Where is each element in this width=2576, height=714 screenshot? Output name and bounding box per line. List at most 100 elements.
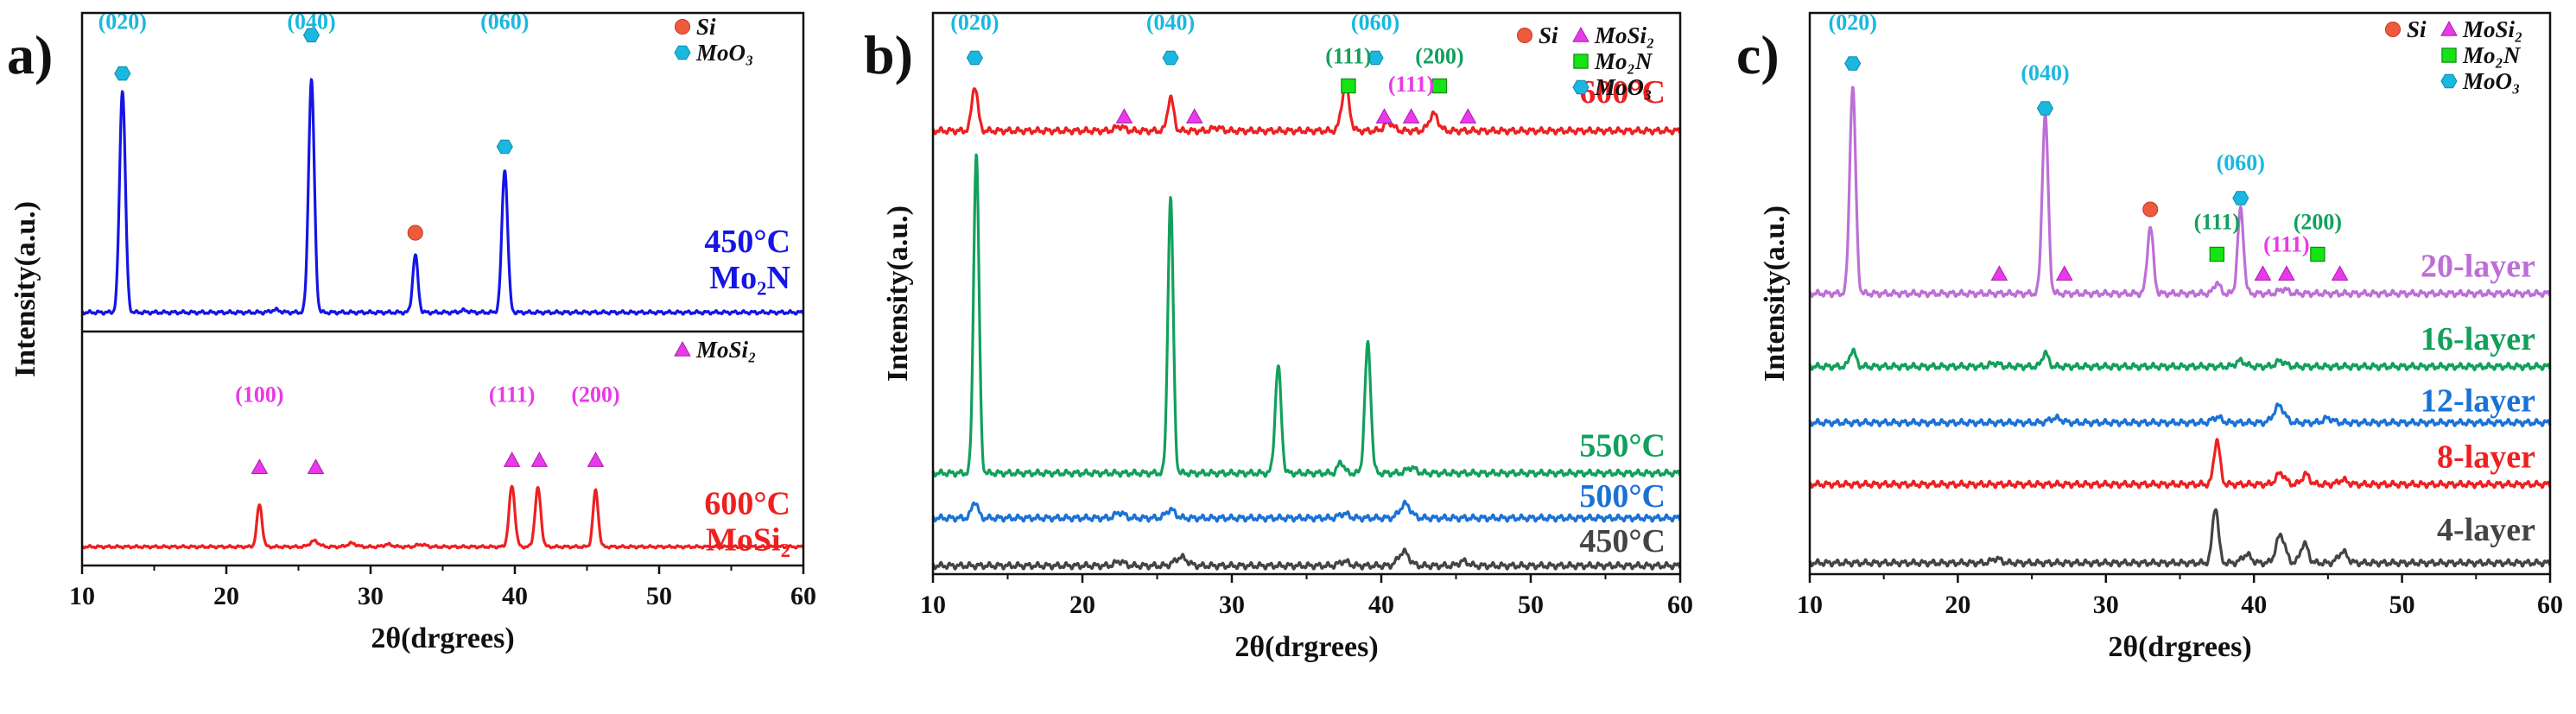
series-label: 550°C [1579,428,1666,464]
legend-tri-icon [674,341,691,357]
legend-hex-icon [2440,73,2458,89]
peak-label: (111) [489,382,535,407]
peak-label: (111) [1388,72,1434,97]
tri-marker [2278,265,2295,281]
panel-c: c) 20-layer 16-layer 12-layer 8-layer 4-layer… [1736,10,2563,664]
tri-marker [251,458,269,474]
x-tick-label: 10 [69,582,95,610]
tri-marker [1990,265,2008,281]
peak-label: (111) [2263,231,2309,256]
y-axis-title: Intensity(a.u.) [882,205,914,382]
hex-marker [2232,191,2249,205]
square-marker [2310,246,2325,262]
x-tick-label: 30 [2093,591,2119,619]
y-axis-title: Intensity(a.u.) [1759,205,1791,382]
peak-label: (040) [2021,60,2069,85]
legend-entry: MoSi₂ [2462,16,2522,42]
plot-frame [931,11,1682,576]
tri-marker [1375,108,1393,124]
tri-marker [307,458,325,474]
x-axis-title: 2θ(drgrees) [2108,631,2251,663]
hex-marker [966,50,983,66]
series-line-16-layer [1808,347,2552,371]
tri-marker [530,452,549,467]
legend-entry: MoO₃ [695,40,753,66]
hex-marker [302,28,320,43]
x-tick-label: 10 [920,591,946,619]
tri-marker [2254,265,2272,281]
plot-frame [80,11,805,567]
peak-label: (111) [2194,209,2240,234]
series-label: 4-layer [2437,512,2535,548]
legend-entry: Mo₂N [1594,48,1653,74]
peak-label: (020) [950,10,999,35]
x-axis-title: 2θ(drgrees) [371,622,514,654]
hex-marker [496,139,513,155]
series-line-12-layer [1808,402,2552,427]
x-tick-label: 20 [1945,591,1970,619]
x-tick-label: 40 [502,582,528,610]
hex-marker [2036,101,2054,116]
legend-tri-icon [2440,21,2458,36]
legend-entry: MoO₃ [1594,74,1652,100]
x-tick-label: 30 [1219,591,1245,619]
series-label: 600°C [704,485,790,521]
peak-label: (020) [1829,10,1877,35]
y-axis-title: Intensity(a.u.) [10,201,41,377]
peak-label: (200) [2294,209,2342,234]
peak-label: (040) [1146,10,1195,35]
tri-marker [1115,108,1133,124]
x-tick-label: 60 [2537,591,2563,619]
tri-marker [2055,265,2073,281]
series-label: 12-layer [2421,383,2535,420]
series-line-450-c-mo2n [80,78,805,316]
peak-label: (200) [1415,44,1463,69]
legend-entry: MoSi₂ [1594,22,1654,48]
legend-circle-icon [674,18,691,35]
hex-marker [1844,56,1862,71]
series-label: MoSi₂ [706,521,790,558]
peak-label: (111) [1325,44,1371,69]
legend-tri-icon [1572,27,1589,42]
series-line-4-layer [1808,508,2552,568]
hex-marker [114,66,131,81]
circle-marker [407,224,423,241]
circle-marker [2142,201,2159,218]
series-line-500-c [931,499,1682,523]
x-tick-label: 60 [1667,591,1693,619]
legend-hex-icon [674,45,691,60]
x-tick-label: 60 [790,582,816,610]
tri-marker [1459,108,1477,124]
panel-label: c) [1736,24,1780,85]
series-label: 8-layer [2437,439,2535,476]
x-tick-label: 50 [646,582,672,610]
x-tick-label: 50 [1518,591,1544,619]
hex-marker [1162,50,1179,66]
x-tick-label: 30 [358,582,384,610]
series-label: 20-layer [2421,249,2535,285]
series-label: 16-layer [2421,321,2535,357]
legend-hex-icon [1572,79,1589,95]
square-marker [2209,246,2225,262]
legend-entry: Si [696,14,716,40]
series-line-550-c [931,153,1682,478]
legend-entry: Si [2407,16,2427,42]
legend-circle-icon [1516,27,1533,44]
x-tick-label: 20 [213,582,239,610]
series-label: Mo₂N [709,260,790,296]
tri-marker [1402,108,1420,124]
square-marker [1431,78,1448,94]
legend-entry: Si [1539,22,1558,48]
legend-entry: Mo₂N [2462,42,2522,68]
hex-marker [1367,50,1384,66]
panel-b: b) 600°C 550°C 500°C 450°C (020) (040) (060) (11… [864,10,1693,664]
x-tick-label: 40 [1368,591,1394,619]
series-line-8-layer [1808,438,2552,490]
peak-label: (200) [571,382,619,407]
series-line-600-c-mosi2 [80,484,805,550]
tri-marker [1185,108,1203,124]
peak-label: (060) [2217,150,2265,175]
legend-square-icon [2441,47,2457,63]
